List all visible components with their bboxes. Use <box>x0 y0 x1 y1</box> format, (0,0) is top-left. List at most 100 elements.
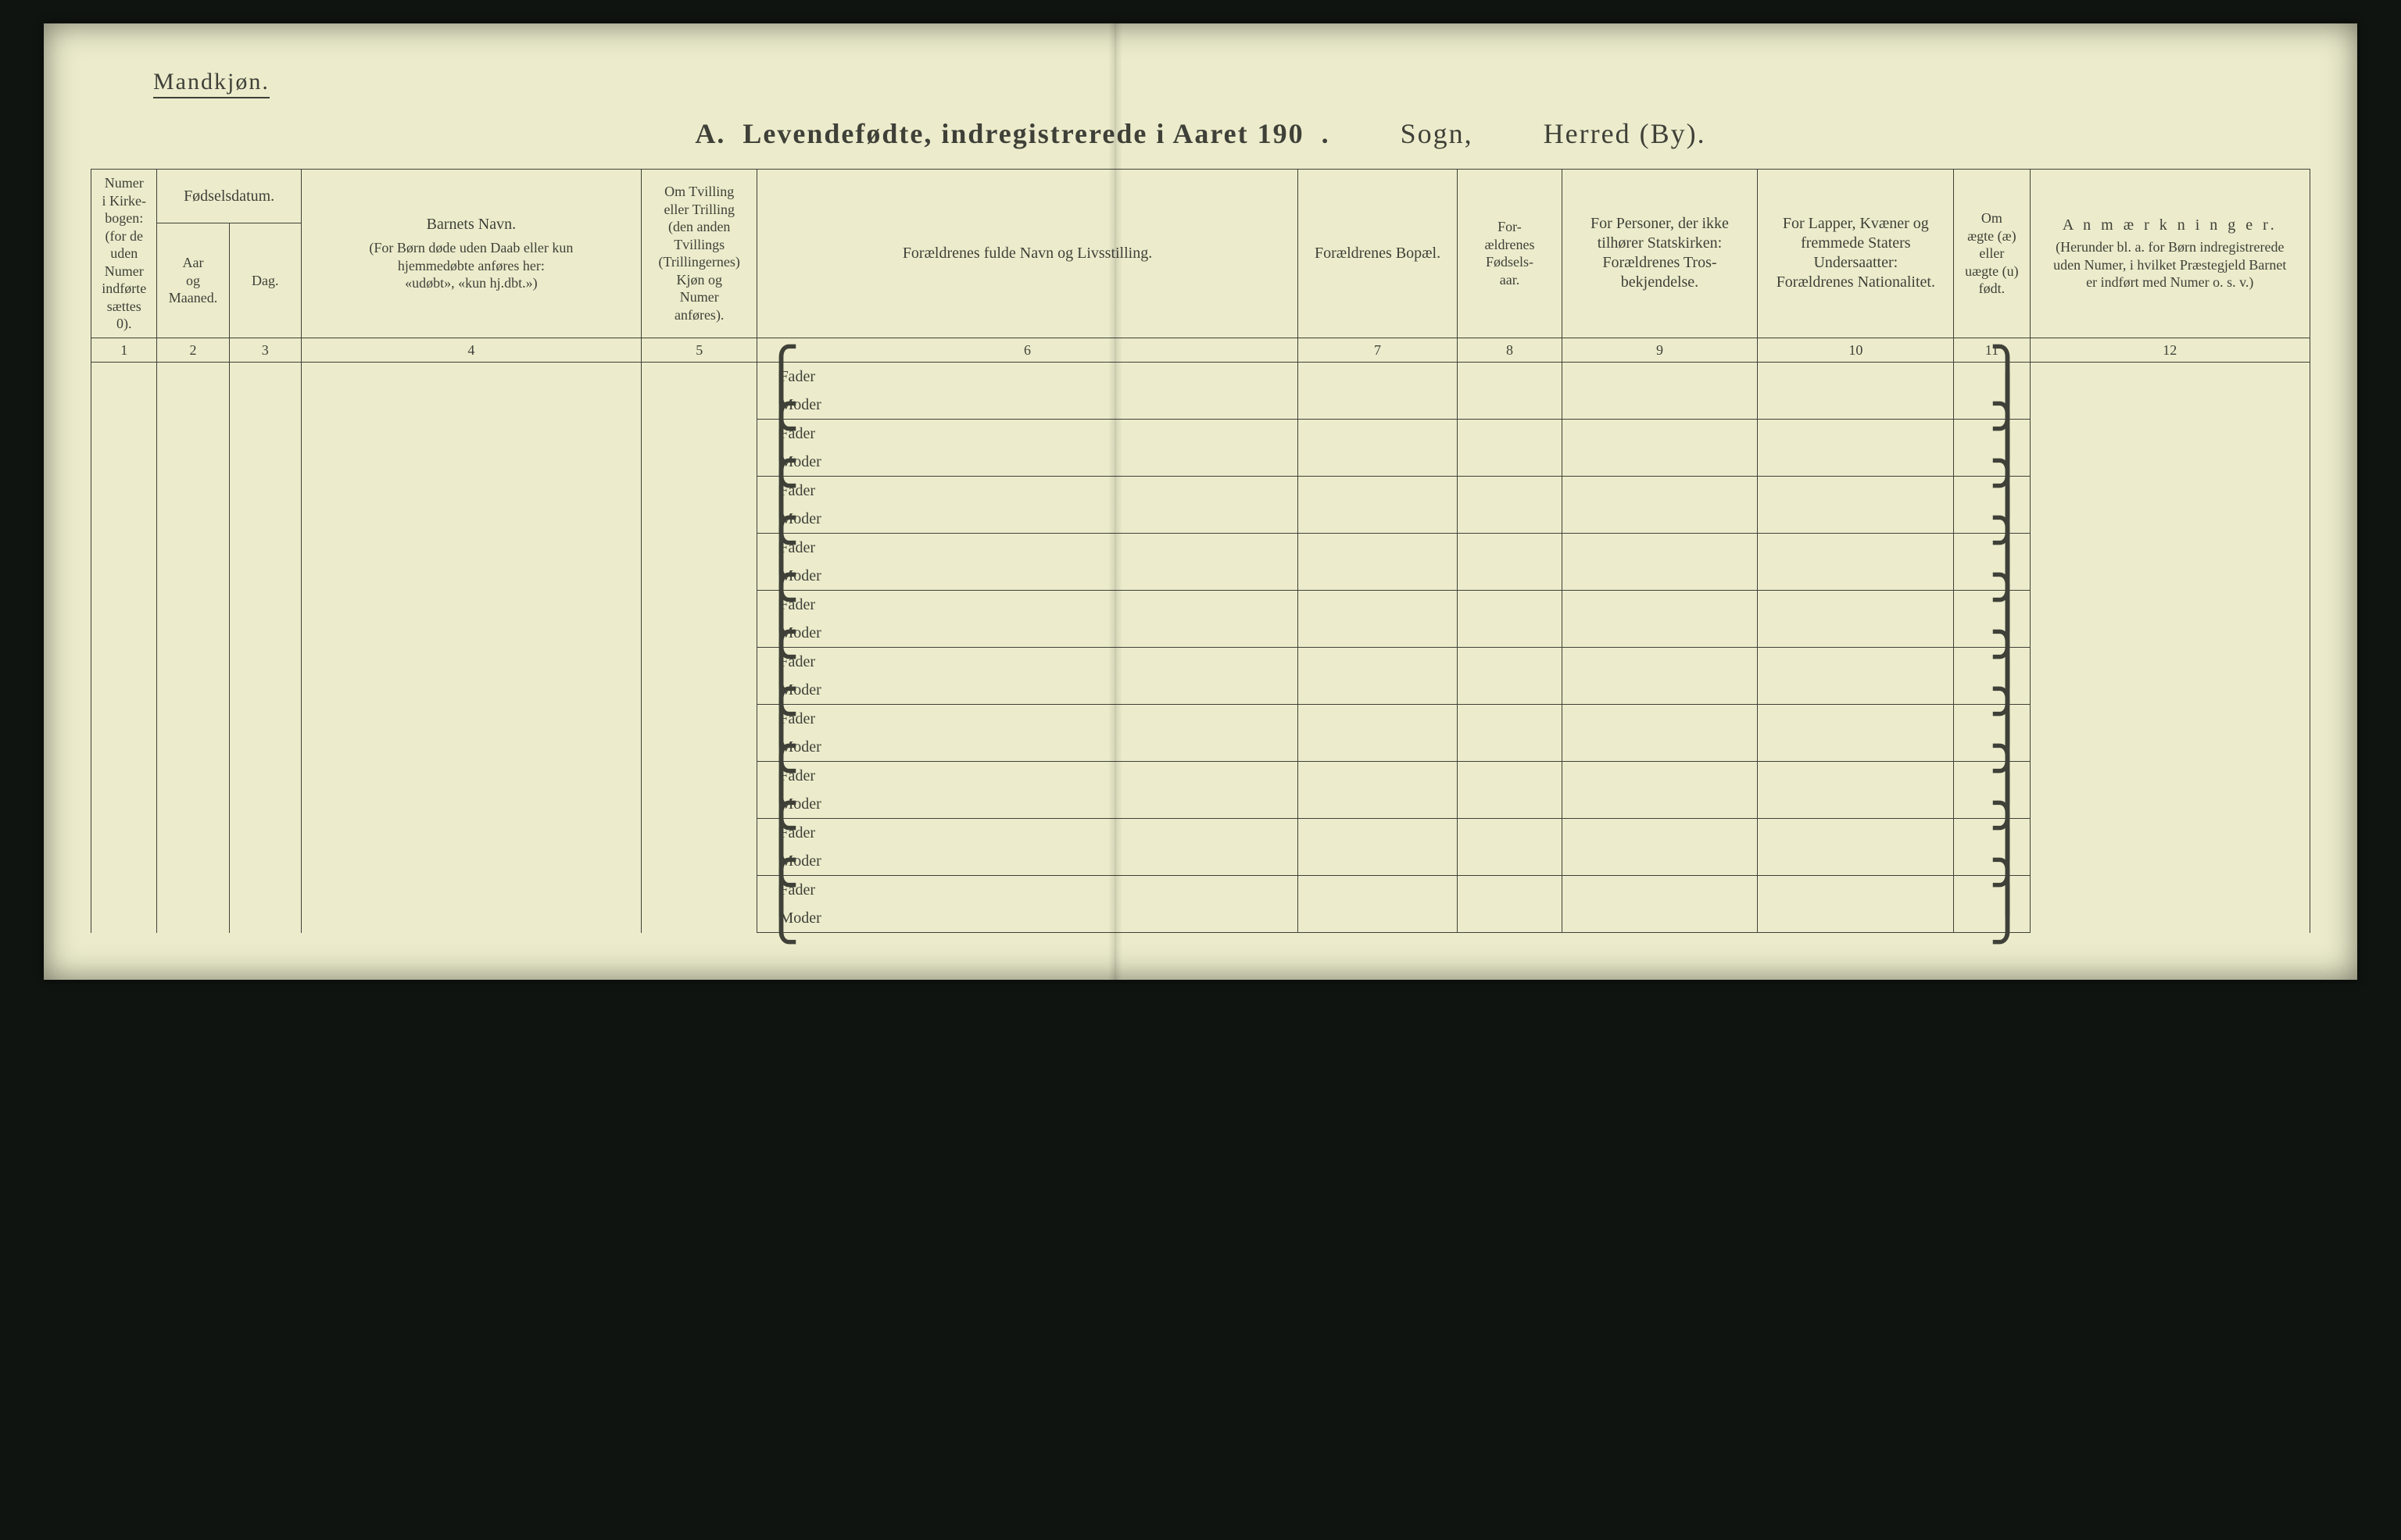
h-col5: Om Tvillingeller Trilling(den andenTvill… <box>641 170 757 338</box>
colno-9: 9 <box>1562 338 1758 363</box>
colno-5: 5 <box>641 338 757 363</box>
cell <box>301 363 641 420</box>
cell <box>1758 676 1954 705</box>
cell <box>157 762 229 819</box>
cell <box>91 591 157 648</box>
cell <box>301 705 641 762</box>
cell <box>1458 819 1562 848</box>
brace-icon <box>762 901 800 931</box>
cell <box>91 876 157 933</box>
cell <box>301 648 641 705</box>
cell <box>1758 847 1954 876</box>
cell <box>641 876 757 933</box>
ledger-sheet: Mandkjøn. A. Levendefødte, indregistrere… <box>44 23 2357 980</box>
h-col4: Barnets Navn. (For Børn døde uden Daab e… <box>301 170 641 338</box>
cell <box>1562 420 1758 448</box>
cell <box>2030 762 2310 819</box>
cell <box>1297 648 1458 677</box>
cell <box>301 876 641 933</box>
cell <box>1562 591 1758 620</box>
cell <box>1562 391 1758 420</box>
cell: Moder <box>757 790 1297 819</box>
cell <box>1458 705 1562 734</box>
cell <box>1297 790 1458 819</box>
cell <box>1458 562 1562 591</box>
cell <box>229 477 301 534</box>
h-col8: For-ældrenesFødsels-aar. <box>1458 170 1562 338</box>
cell <box>229 363 301 420</box>
cell <box>1758 619 1954 648</box>
table-row: Fader <box>91 477 2310 506</box>
cell <box>1758 420 1954 448</box>
cell <box>1458 904 1562 933</box>
colno-12: 12 <box>2030 338 2310 363</box>
h-col4-main: Barnets Navn. <box>306 215 636 234</box>
cell: Moder <box>757 904 1297 933</box>
table-row: Fader <box>91 534 2310 563</box>
table-row: Fader <box>91 420 2310 448</box>
cell <box>1297 847 1458 876</box>
cell <box>1458 505 1562 534</box>
table-row: Fader <box>91 363 2310 391</box>
cell <box>301 534 641 591</box>
cell <box>1458 847 1562 876</box>
cell <box>1758 391 1954 420</box>
cell <box>1758 363 1954 391</box>
cell: Fader <box>757 762 1297 791</box>
cell <box>1758 705 1954 734</box>
cell <box>2030 591 2310 648</box>
cell <box>301 420 641 477</box>
cell <box>1758 562 1954 591</box>
h-col4-sub: (For Børn døde uden Daab eller kunhjemme… <box>306 239 636 292</box>
cell <box>1297 448 1458 477</box>
cell: Moder <box>757 448 1297 477</box>
colno-1: 1 <box>91 338 157 363</box>
cell <box>1758 819 1954 848</box>
cell <box>157 876 229 933</box>
title-sogn: Sogn, <box>1401 117 1473 150</box>
cell <box>1297 762 1458 791</box>
cell <box>1758 762 1954 791</box>
h-col11: Omægte (æ)elleruægte (u)født. <box>1954 170 2030 338</box>
cell <box>1562 790 1758 819</box>
title-row: A. Levendefødte, indregistrerede i Aaret… <box>91 117 2310 150</box>
colno-10: 10 <box>1758 338 1954 363</box>
ledger-table: Numeri Kirke-bogen:(for deudenNumerindfø… <box>91 169 2310 933</box>
cell <box>1297 705 1458 734</box>
cell <box>1297 477 1458 506</box>
table-row: Fader <box>91 648 2310 677</box>
cell <box>1297 904 1458 933</box>
cell <box>1562 733 1758 762</box>
colno-4: 4 <box>301 338 641 363</box>
cell <box>229 534 301 591</box>
cell <box>1954 904 2030 933</box>
cell <box>301 477 641 534</box>
colno-2: 2 <box>157 338 229 363</box>
cell <box>157 363 229 420</box>
cell <box>641 762 757 819</box>
cell <box>1458 648 1562 677</box>
cell <box>2030 477 2310 534</box>
cell <box>1297 733 1458 762</box>
cell <box>1458 448 1562 477</box>
cell <box>157 705 229 762</box>
cell <box>1758 904 1954 933</box>
cell <box>1297 391 1458 420</box>
cell <box>1297 534 1458 563</box>
ledger-body: FaderModerFaderModerFaderModerFaderModer… <box>91 363 2310 933</box>
cell <box>1297 676 1458 705</box>
cell <box>91 705 157 762</box>
cell <box>1297 363 1458 391</box>
cell <box>1297 505 1458 534</box>
cell <box>1758 648 1954 677</box>
cell <box>301 819 641 876</box>
cell <box>157 477 229 534</box>
cell <box>1297 876 1458 905</box>
cell <box>1758 876 1954 905</box>
table-row: Fader <box>91 876 2310 905</box>
table-row: Fader <box>91 819 2310 848</box>
column-number-row: 1 2 3 4 5 6 7 8 9 10 11 12 <box>91 338 2310 363</box>
cell <box>2030 705 2310 762</box>
cell <box>1562 619 1758 648</box>
cell <box>1562 477 1758 506</box>
